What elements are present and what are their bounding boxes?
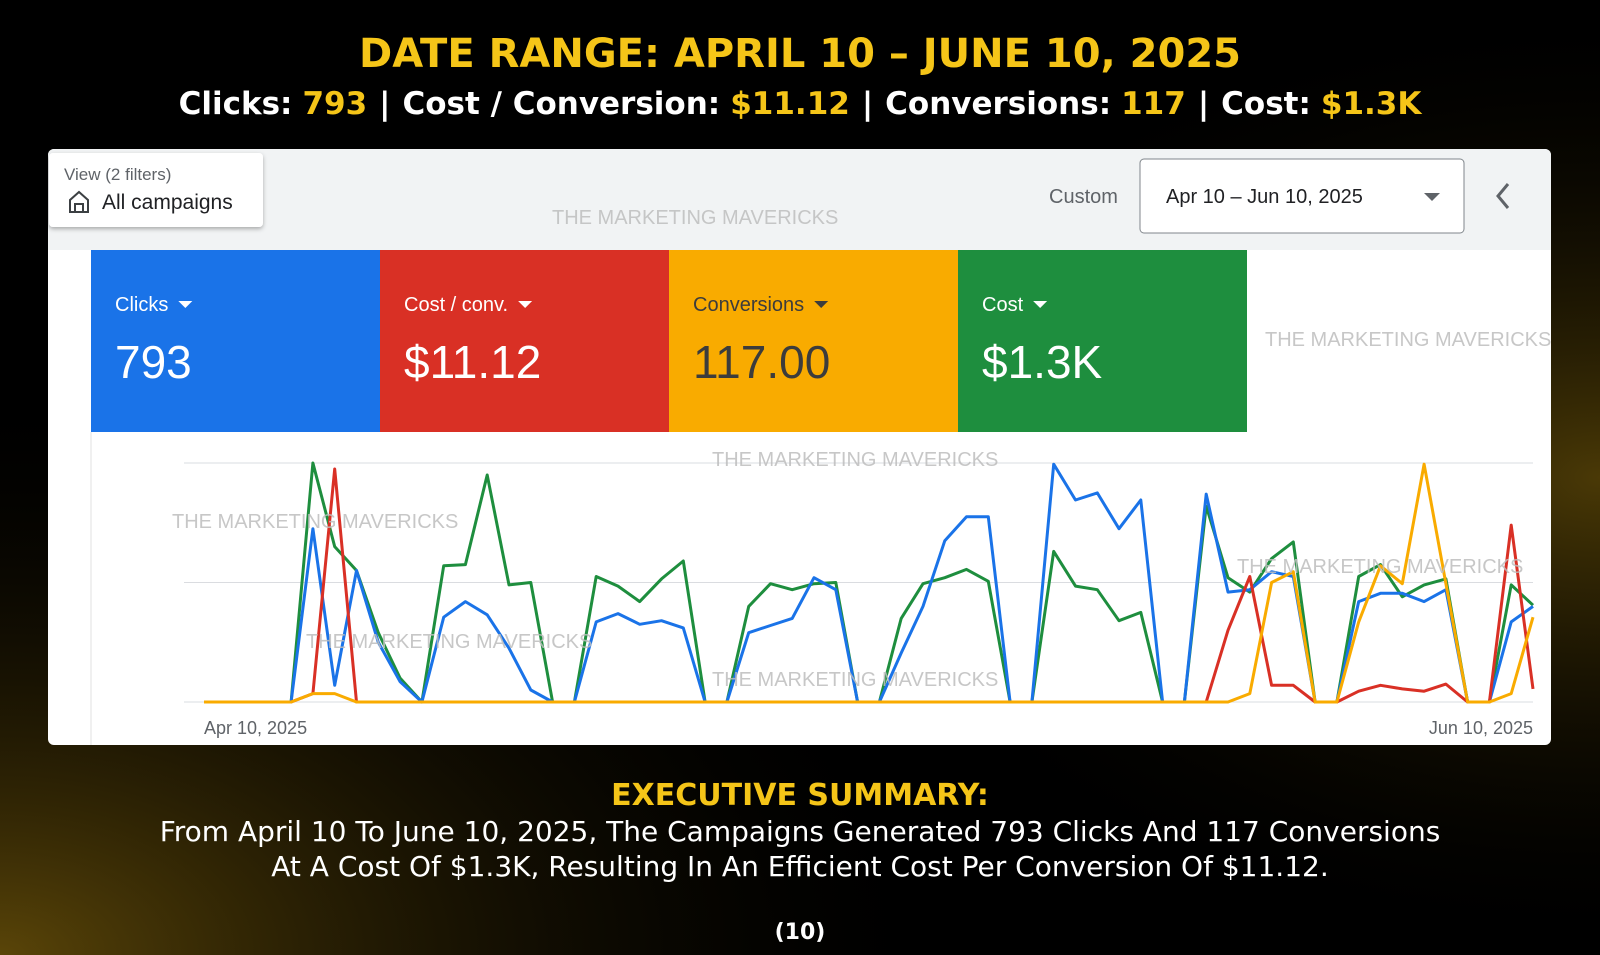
scorecard-label: Cost <box>982 294 1024 316</box>
separator: | <box>379 86 390 122</box>
scorecard[interactable] <box>669 250 958 432</box>
scorecard-label: Clicks <box>115 294 168 316</box>
watermark: THE MARKETING MAVERICKS <box>712 449 998 471</box>
date-dropdown[interactable] <box>1139 158 1465 234</box>
stat-label: Clicks: <box>179 86 293 122</box>
stat-label: Cost / Conversion: <box>402 86 720 122</box>
scorecard-value: 793 <box>115 336 192 388</box>
scorecard[interactable] <box>380 250 669 432</box>
summary-line: From April 10 To June 10, 2025, The Camp… <box>160 815 1441 848</box>
stat-label: Cost: <box>1221 86 1311 122</box>
stat-label: Conversions: <box>885 86 1111 122</box>
scorecard-arrow <box>1033 301 1048 308</box>
scorecard-arrow <box>814 301 829 308</box>
home-icon <box>69 190 89 213</box>
stat-value: $1.3K <box>1321 86 1422 122</box>
watermark: THE MARKETING MAVERICKS <box>306 631 592 653</box>
scorecard-value: 117.00 <box>693 336 830 388</box>
x-tick-label: Jun 10, 2025 <box>1429 718 1533 738</box>
separator: | <box>862 86 873 122</box>
stat-value: 117 <box>1121 86 1186 122</box>
x-tick-label: Apr 10, 2025 <box>204 718 307 738</box>
title: DATE RANGE: APRIL 10 – JUNE 10, 2025 <box>359 31 1241 77</box>
watermark: THE MARKETING MAVERICKS <box>172 511 458 533</box>
back-button[interactable] <box>1496 183 1510 209</box>
watermark: THE MARKETING MAVERICKS <box>552 207 838 229</box>
stat-value: 793 <box>302 86 367 122</box>
scorecard-value: $1.3K <box>982 336 1103 388</box>
summary-heading: EXECUTIVE SUMMARY: <box>611 778 989 813</box>
date-mode: Custom <box>1049 186 1118 208</box>
dropdown-arrow <box>1424 193 1440 201</box>
scorecard-label: Conversions <box>693 294 804 316</box>
date-range: Apr 10 – Jun 10, 2025 <box>1166 186 1363 208</box>
scorecard[interactable] <box>91 250 380 432</box>
scorecard-arrow <box>178 301 193 308</box>
series-line <box>204 462 1535 704</box>
stat-value: $11.12 <box>730 86 850 122</box>
watermark: THE MARKETING MAVERICKS <box>1265 329 1551 351</box>
scorecard-label: Cost / conv. <box>404 294 508 316</box>
scorecard-arrow <box>518 301 533 308</box>
watermark: THE MARKETING MAVERICKS <box>712 669 998 691</box>
filter-box[interactable] <box>49 153 263 227</box>
watermark: THE MARKETING MAVERICKS <box>1237 556 1523 578</box>
separator: | <box>1198 86 1209 122</box>
page-number: (10) <box>775 920 826 945</box>
scorecard-value: $11.12 <box>404 336 541 388</box>
scorecard[interactable] <box>958 250 1247 432</box>
summary-line: At A Cost Of $1.3K, Resulting In An Effi… <box>271 850 1328 883</box>
stats-line: Clicks: 793 | Cost / Conversion: $11.12 | Conv… <box>179 86 1423 122</box>
filter-label: View (2 filters) <box>64 165 171 184</box>
filter-value: All campaigns <box>102 191 233 214</box>
